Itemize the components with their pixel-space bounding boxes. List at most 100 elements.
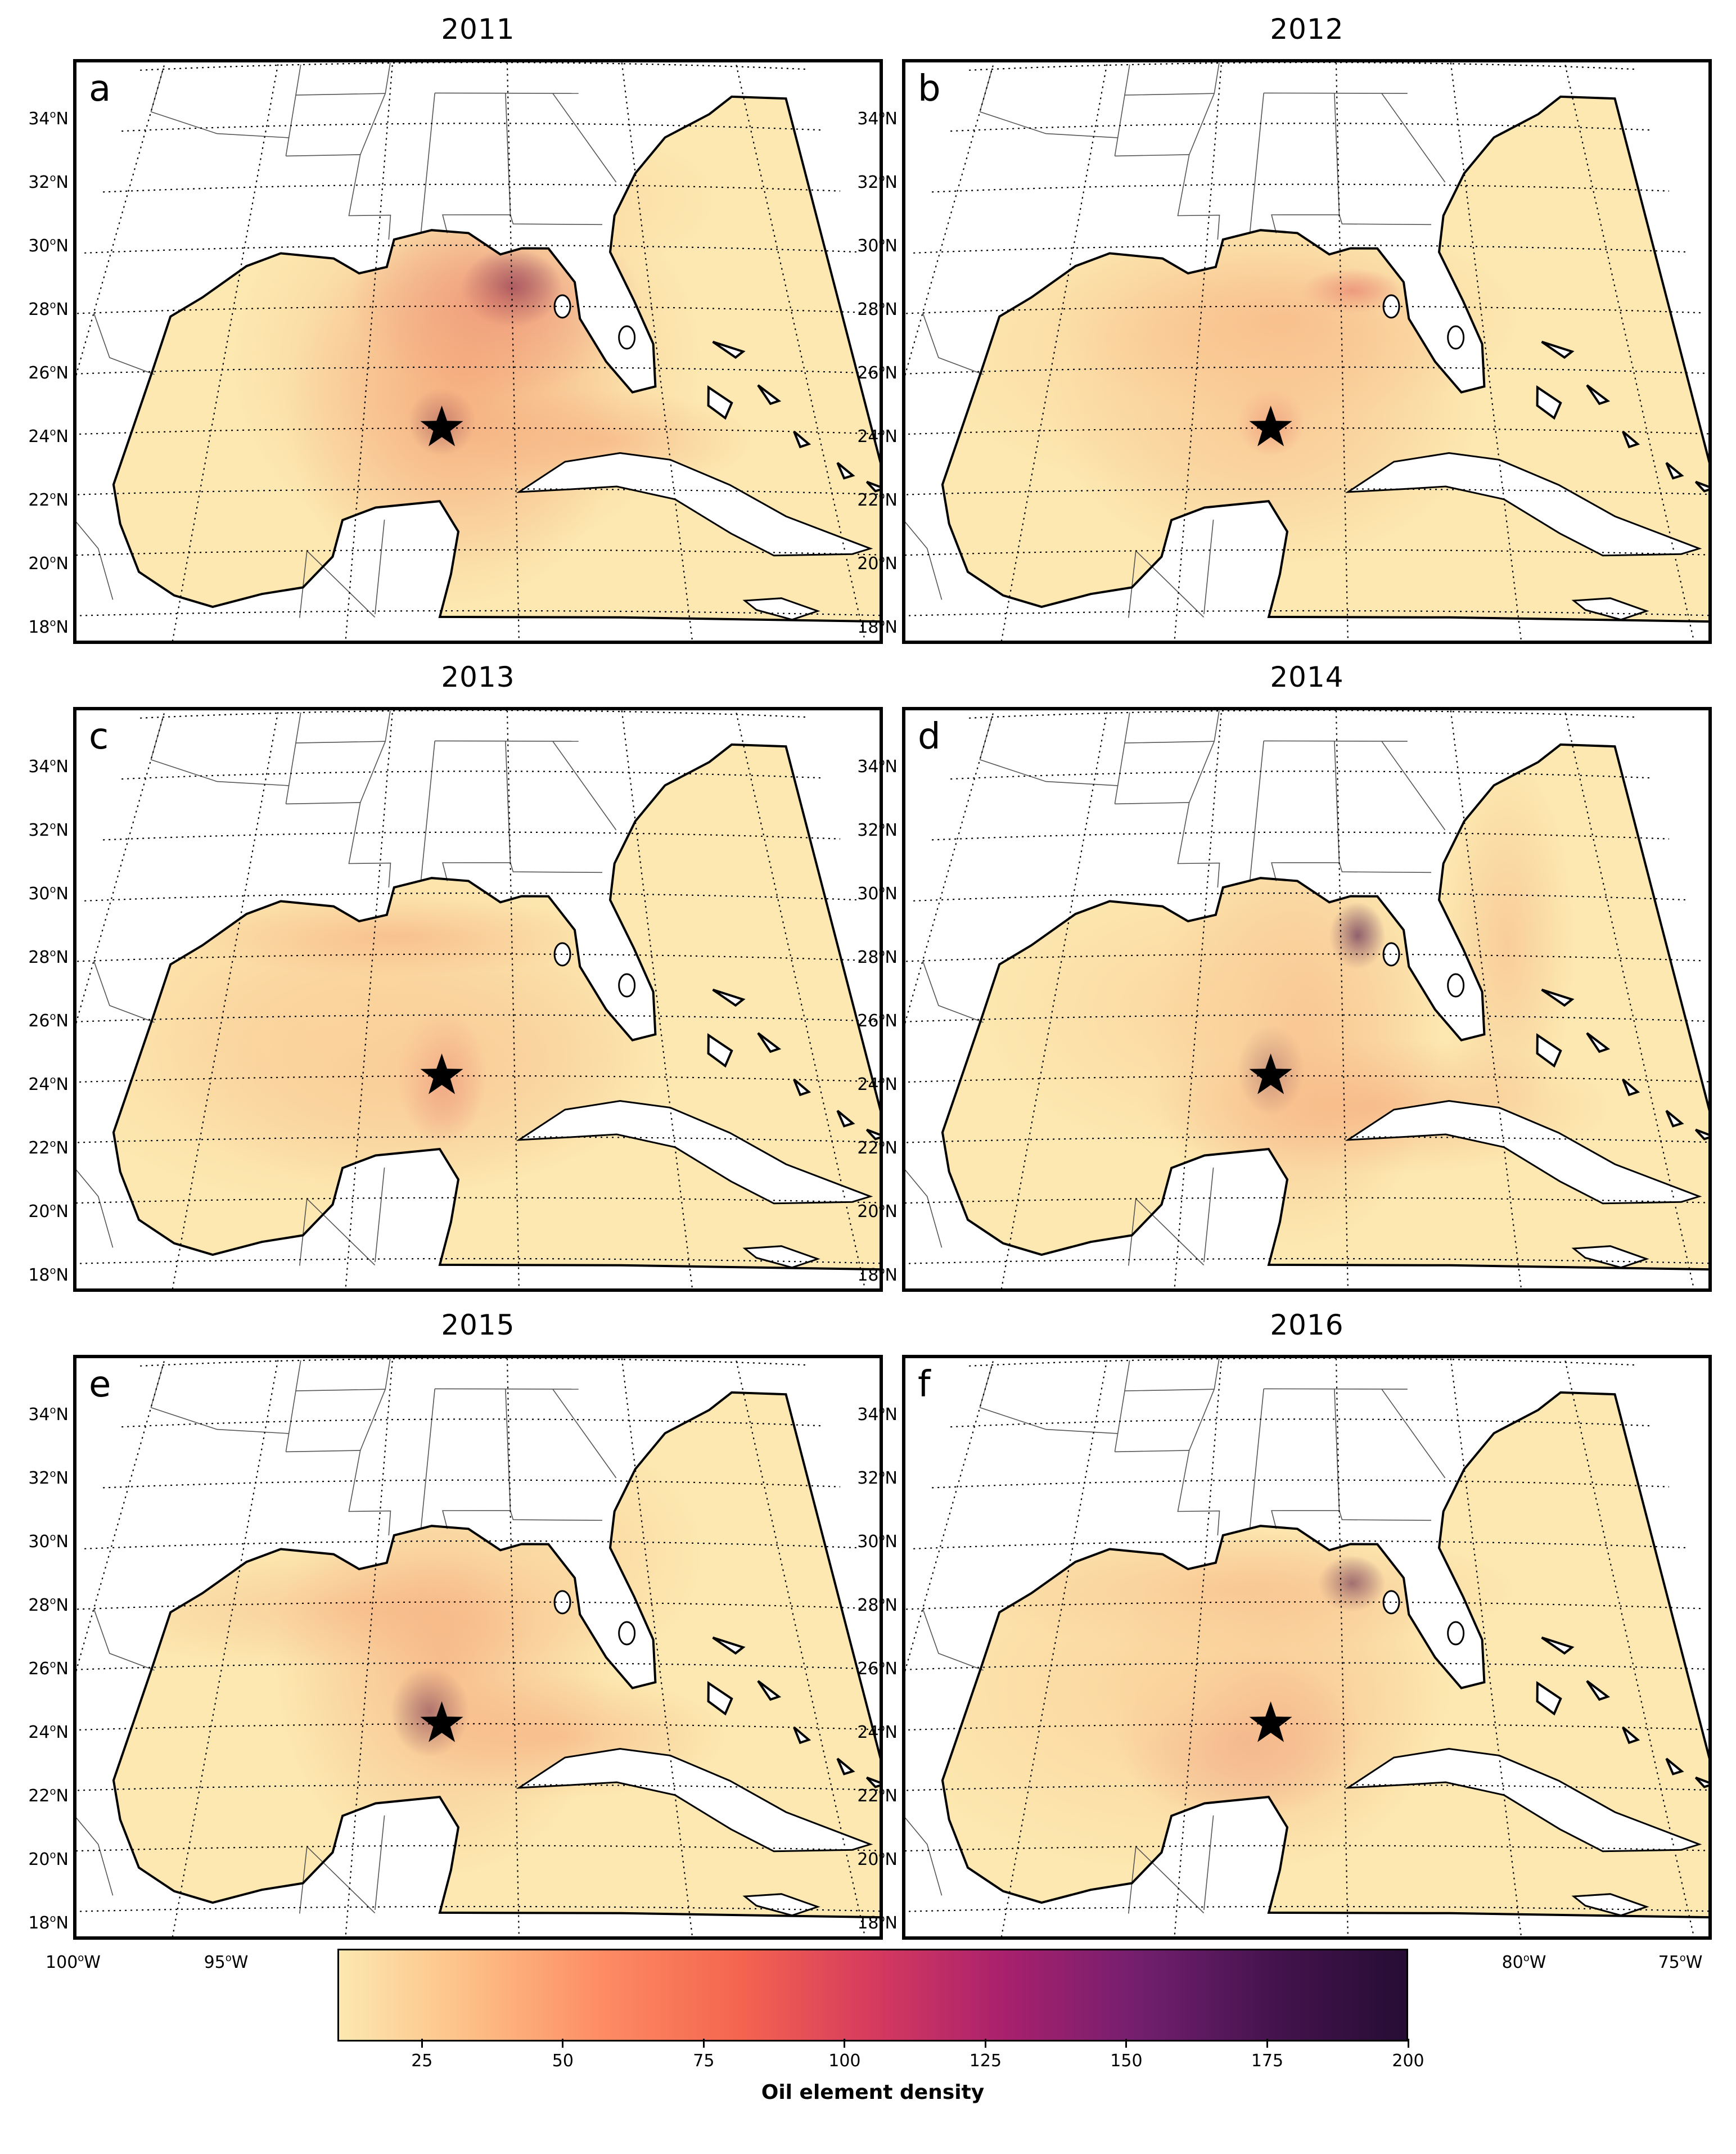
cuba-island bbox=[1345, 1099, 1702, 1205]
admin-border bbox=[151, 759, 289, 786]
admin-border bbox=[1249, 741, 1264, 881]
latitude-label: 30oN bbox=[28, 1531, 69, 1552]
latitude-gridline bbox=[905, 549, 1708, 556]
map-panel-f: f bbox=[902, 1355, 1712, 1940]
latitude-label: 18oN bbox=[857, 1913, 898, 1933]
admin-border bbox=[979, 1364, 993, 1408]
latitude-label: 30oN bbox=[857, 884, 898, 904]
colorbar-tick-label: 100 bbox=[828, 2051, 861, 2071]
latitude-label: 22oN bbox=[857, 490, 898, 510]
panel-letter: a bbox=[89, 68, 111, 110]
bahamas-island bbox=[1541, 340, 1575, 359]
admin-border bbox=[980, 759, 1118, 786]
admin-border bbox=[285, 712, 301, 804]
panel-title-b: 2012 bbox=[1270, 13, 1344, 46]
map-panel-d: d bbox=[902, 707, 1712, 1292]
latitude-gridline bbox=[76, 549, 880, 556]
panel-letter: e bbox=[89, 1364, 111, 1405]
latitude-label: 26oN bbox=[28, 1011, 69, 1031]
latitude-label: 24oN bbox=[857, 1722, 898, 1742]
latitude-gridline bbox=[76, 1136, 880, 1143]
latitude-gridline bbox=[103, 1479, 841, 1489]
bahamas-island bbox=[1622, 1078, 1640, 1097]
jamaica-island bbox=[742, 1893, 820, 1917]
latitude-label: 18oN bbox=[857, 1265, 898, 1285]
colorbar-tick bbox=[421, 2039, 423, 2048]
lake bbox=[618, 973, 636, 998]
admin-border bbox=[150, 1364, 164, 1408]
density-hotspot bbox=[182, 896, 610, 976]
latitude-label: 18oN bbox=[857, 617, 898, 637]
admin-border bbox=[1249, 93, 1264, 233]
bahamas-island bbox=[712, 1636, 746, 1655]
longitude-gridline bbox=[76, 1358, 166, 1672]
bahamas-island bbox=[707, 1680, 733, 1716]
latitude-gridline bbox=[103, 831, 841, 841]
map-svg-b bbox=[905, 62, 1708, 641]
spill-site-star-icon bbox=[1249, 405, 1292, 447]
bahamas-island bbox=[707, 385, 733, 420]
latitude-label: 34oN bbox=[857, 109, 898, 129]
latitude-gridline bbox=[905, 1258, 1708, 1264]
latitude-gridline bbox=[76, 1258, 880, 1264]
admin-border bbox=[1115, 154, 1220, 240]
admin-border bbox=[442, 93, 511, 233]
panel-title-a: 2011 bbox=[441, 13, 515, 46]
admin-border bbox=[150, 69, 164, 112]
longitude-gridline bbox=[1174, 1358, 1223, 1936]
admin-border bbox=[286, 1450, 391, 1536]
latitude-gridline bbox=[140, 710, 806, 719]
admin-border bbox=[1381, 93, 1446, 183]
longitude-gridline bbox=[76, 710, 166, 1024]
latitude-label: 20oN bbox=[857, 1201, 898, 1222]
admin-border bbox=[979, 69, 993, 112]
admin-border bbox=[1203, 1168, 1214, 1263]
spill-site-star-icon bbox=[420, 405, 463, 447]
admin-border bbox=[93, 313, 155, 375]
admin-border bbox=[905, 521, 943, 600]
admin-border bbox=[922, 1608, 984, 1671]
admin-border bbox=[285, 64, 301, 156]
latitude-label: 32oN bbox=[28, 820, 69, 840]
admin-border bbox=[1115, 802, 1220, 888]
colorbar-tick bbox=[702, 2039, 705, 2048]
admin-border bbox=[1115, 1450, 1220, 1536]
latitude-gridline bbox=[76, 610, 880, 616]
admin-border bbox=[442, 741, 511, 881]
colorbar: 25 50 75 100 125 150 175 200 bbox=[337, 1949, 1424, 2071]
density-hotspot bbox=[457, 1441, 705, 1666]
admin-border bbox=[980, 111, 1118, 138]
admin-border bbox=[1124, 1389, 1215, 1391]
admin-border bbox=[359, 1358, 391, 1451]
admin-border bbox=[922, 961, 984, 1023]
latitude-gridline bbox=[905, 488, 1708, 495]
cuba-island bbox=[1345, 452, 1702, 557]
latitude-gridline bbox=[76, 427, 880, 435]
latitude-label: 32oN bbox=[857, 820, 898, 840]
latitude-gridline bbox=[76, 488, 880, 495]
cuba-island bbox=[516, 1099, 873, 1205]
bahamas-island bbox=[1665, 462, 1684, 480]
admin-border bbox=[1381, 741, 1446, 831]
latitude-label: 20oN bbox=[28, 553, 69, 574]
cuba-island bbox=[516, 452, 873, 557]
admin-border bbox=[295, 93, 386, 96]
panel-title-c: 2013 bbox=[441, 661, 515, 693]
coastline bbox=[112, 95, 880, 623]
latitude-label: 32oN bbox=[857, 1468, 898, 1488]
latitude-label: 32oN bbox=[857, 172, 898, 192]
longitude-label: 80oW bbox=[1501, 1952, 1546, 1972]
admin-border bbox=[151, 1407, 289, 1434]
admin-border bbox=[979, 717, 993, 760]
spill-site-star-icon bbox=[1249, 1701, 1292, 1742]
latitude-label: 28oN bbox=[28, 947, 69, 967]
bahamas-island bbox=[1586, 1680, 1611, 1701]
map-svg-e bbox=[76, 1358, 880, 1936]
admin-border bbox=[420, 1389, 435, 1529]
latitude-gridline bbox=[76, 1662, 880, 1670]
longitude-label: 95oW bbox=[204, 1952, 249, 1972]
admin-border bbox=[1114, 1360, 1130, 1452]
latitude-gridline bbox=[905, 427, 1708, 435]
latitude-label: 22oN bbox=[28, 490, 69, 510]
longitude-gridline bbox=[1450, 710, 1522, 1288]
